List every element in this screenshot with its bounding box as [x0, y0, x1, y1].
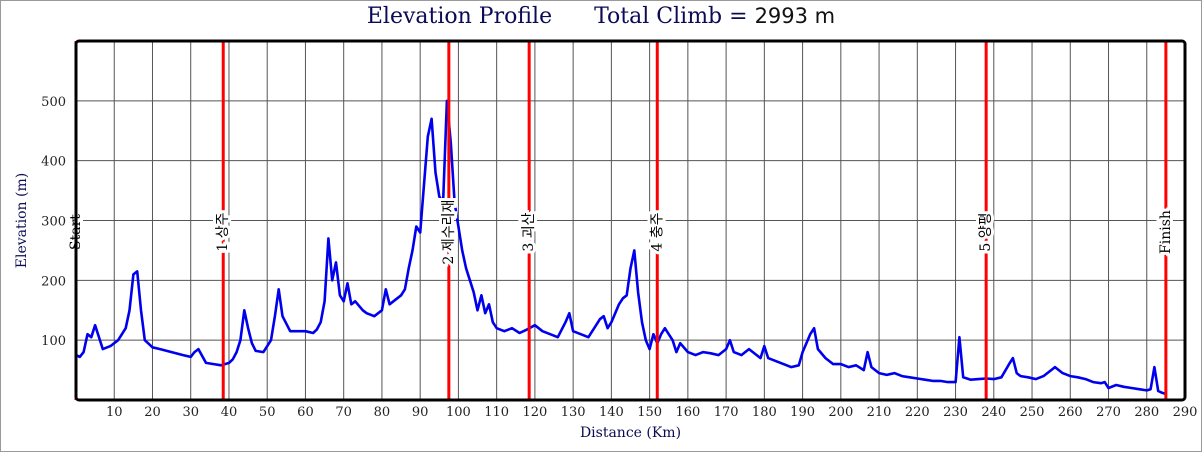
marker-label: 5 양평: [978, 212, 994, 251]
x-tick-label: 170: [714, 405, 739, 420]
x-tick-label: 180: [752, 405, 777, 420]
x-axis-label: Distance (Km): [580, 425, 681, 441]
x-tick-label: 80: [374, 405, 391, 420]
y-tick-label: 100: [41, 334, 66, 349]
x-tick-label: 290: [1173, 405, 1198, 420]
y-axis-ticks: 100 200 300 400 500: [41, 95, 66, 349]
x-tick-label: 200: [828, 405, 853, 420]
marker-label: 1 상주: [215, 212, 231, 251]
chart-title: Elevation Profile: [366, 4, 553, 29]
x-tick-label: 90: [412, 405, 429, 420]
marker-label: Finish: [1158, 210, 1174, 254]
marker-1: 1 상주: [212, 41, 234, 400]
x-tick-label: 150: [637, 405, 662, 420]
x-axis-ticks: 10 20 30 40 50 60 70 80 90 100 110 120 130 140 150 160 1…: [106, 405, 1197, 420]
x-tick-label: 230: [943, 405, 968, 420]
grid-lines: [76, 41, 1186, 400]
x-tick-label: 50: [259, 405, 276, 420]
x-tick-label: 240: [981, 405, 1006, 420]
x-tick-label: 110: [484, 405, 509, 420]
plot-border: [74, 39, 1187, 402]
total-climb-label: Total Climb =: [594, 4, 755, 29]
x-tick-label: 270: [1096, 405, 1121, 420]
x-tick-label: 190: [790, 405, 815, 420]
elevation-line-series-0: [75, 99, 1167, 396]
x-tick-label: 130: [561, 405, 586, 420]
line-series: [75, 99, 1167, 396]
y-tick-label: 400: [41, 155, 66, 170]
x-tick-label: 120: [522, 405, 547, 420]
x-tick-label: 60: [297, 405, 314, 420]
x-tick-label: 100: [446, 405, 471, 420]
checkpoint-markers: Start 1 상주 2 제수리재 3 괴산 4 충주 5 양평 Finish: [65, 41, 1177, 400]
x-tick-label: 210: [867, 405, 892, 420]
y-tick-label: 300: [41, 215, 66, 230]
marker-4: 4 충주: [646, 41, 668, 400]
y-tick-label: 200: [41, 274, 66, 289]
x-tick-label: 280: [1134, 405, 1159, 420]
marker-label: 2 제수리재: [441, 200, 457, 265]
x-tick-label: 30: [182, 405, 199, 420]
x-tick-label: 250: [1020, 405, 1045, 420]
x-tick-label: 10: [106, 405, 123, 420]
x-tick-label: 220: [905, 405, 930, 420]
marker-6: Finish: [1155, 41, 1177, 400]
marker-3: 3 괴산: [518, 41, 540, 400]
x-tick-label: 40: [221, 405, 238, 420]
x-tick-label: 70: [335, 405, 352, 420]
y-axis-label: Elevation (m): [14, 173, 30, 268]
marker-5: 5 양평: [975, 41, 997, 400]
x-tick-label: 260: [1058, 405, 1083, 420]
chart-header: Elevation Profile Total Climb = 2993 m: [0, 4, 1202, 29]
marker-2: 2 제수리재: [438, 41, 460, 400]
total-climb-value: 2993 m: [754, 4, 836, 28]
x-tick-label: 20: [144, 405, 161, 420]
y-tick-label: 500: [41, 95, 66, 110]
x-tick-label: 140: [599, 405, 624, 420]
marker-label: 3 괴산: [521, 212, 537, 251]
marker-label: 4 충주: [649, 212, 665, 251]
x-tick-label: 160: [675, 405, 700, 420]
